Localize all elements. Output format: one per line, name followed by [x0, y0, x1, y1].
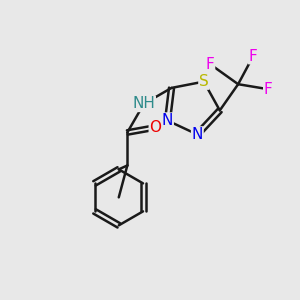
Text: F: F: [264, 82, 272, 97]
Text: N: N: [162, 113, 173, 128]
Text: N: N: [192, 127, 203, 142]
Text: F: F: [249, 49, 257, 64]
Text: F: F: [206, 57, 214, 72]
Text: O: O: [149, 120, 161, 135]
Text: NH: NH: [132, 96, 155, 111]
Text: S: S: [199, 74, 209, 89]
